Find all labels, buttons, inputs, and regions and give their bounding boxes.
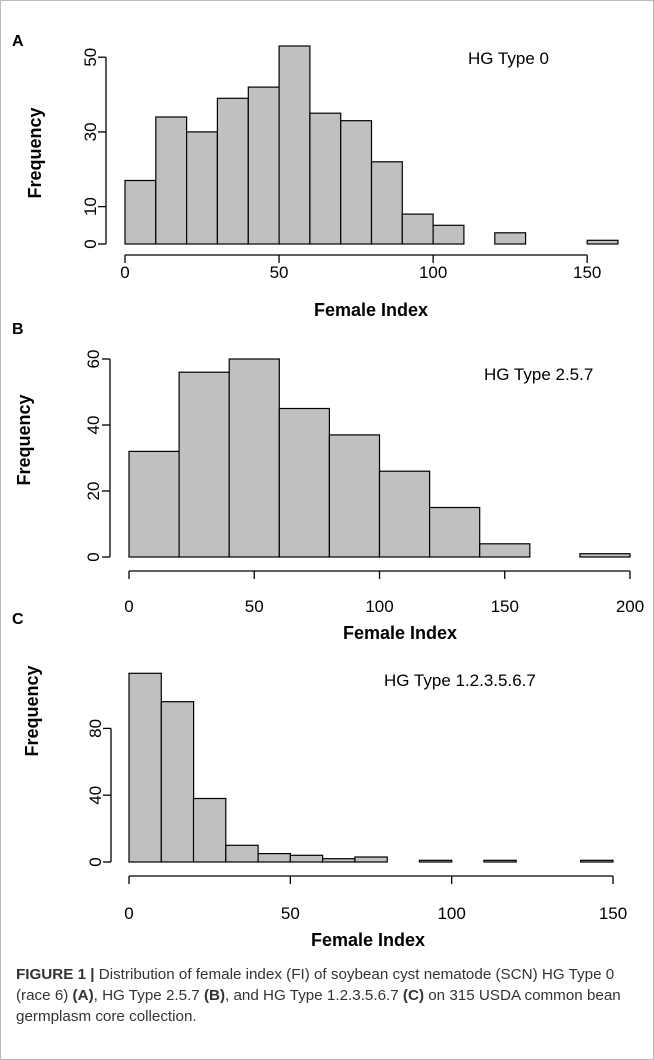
caption-ref-b: (B) — [203, 987, 226, 1004]
bar-b-9 — [579, 553, 631, 558]
y-tick-label-b-1: 20 — [84, 482, 103, 501]
bar-a-15 — [586, 239, 619, 245]
bar-a-12 — [494, 232, 527, 245]
bar-b-7 — [479, 543, 531, 558]
ylabel-c: Frequency — [22, 665, 42, 756]
x-tick-label-a-3: 150 — [573, 263, 601, 282]
y-tick-label-a-3: 50 — [81, 48, 100, 67]
bar-a-9 — [401, 213, 434, 245]
panel-label-a: A — [12, 33, 24, 50]
ylabel-a: Frequency — [25, 107, 45, 198]
annotation-a: HG Type 0 — [468, 49, 549, 68]
xlabel-b: Female Index — [343, 623, 457, 643]
x-tick-label-c-2: 100 — [437, 904, 465, 923]
x-tick-label-a-1: 50 — [270, 263, 289, 282]
y-tick-label-b-2: 40 — [84, 416, 103, 435]
annotation-c: HG Type 1.2.3.5.6.7 — [384, 671, 536, 690]
x-tick-label-b-1: 50 — [245, 597, 264, 616]
caption-text-1: Distribution of female index (FI) of soy… — [16, 966, 615, 1004]
bar-a-1 — [155, 116, 188, 245]
bar-a-6 — [309, 112, 342, 245]
caption-text-3: , and HG Type 1.2.3.5.6.7 — [225, 987, 403, 1004]
bar-a-5 — [278, 45, 311, 245]
bar-c-5 — [289, 854, 324, 863]
bar-b-2 — [228, 358, 280, 558]
xlabel-c: Female Index — [311, 930, 425, 950]
bars-a — [124, 45, 619, 245]
caption-ref-c: (C) — [402, 987, 425, 1004]
bar-b-1 — [178, 371, 230, 558]
bar-b-3 — [278, 407, 330, 558]
panel-c: C HG Type 1.2.3.5.6.7 Frequency Female I… — [12, 611, 627, 950]
caption-text-4: on 315 USDA common bean germplasm core c… — [16, 987, 621, 1025]
panel-label-b: B — [12, 321, 24, 338]
axes-c: 0 50 100 150 0 40 80 — [86, 719, 627, 923]
ylabel-b: Frequency — [14, 394, 34, 485]
y-tick-label-b-0: 0 — [84, 552, 103, 561]
bar-c-3 — [225, 844, 259, 863]
panel-label-c: C — [12, 611, 24, 628]
bar-c-6 — [322, 858, 356, 863]
bar-b-0 — [128, 450, 180, 558]
bar-a-10 — [432, 224, 465, 245]
bar-c-0 — [128, 672, 162, 863]
annotation-b: HG Type 2.5.7 — [484, 365, 593, 384]
bar-c-11 — [483, 859, 517, 863]
bar-b-4 — [328, 434, 381, 558]
bar-c-14 — [580, 859, 614, 863]
bar-a-0 — [124, 179, 157, 245]
bar-c-1 — [160, 701, 195, 863]
panel-a: A HG Type 0 Frequency Female Index 0 50 10… — [12, 33, 619, 320]
y-tick-label-a-0: 0 — [81, 239, 100, 248]
caption-text-2: , HG Type 2.5.7 — [93, 987, 204, 1004]
y-tick-label-a-2: 30 — [81, 122, 100, 141]
bar-a-7 — [340, 120, 373, 245]
bar-a-2 — [186, 131, 219, 245]
y-tick-label-c-2: 80 — [86, 719, 105, 738]
bar-b-5 — [378, 470, 431, 558]
caption-label: FIGURE 1 | — [16, 966, 95, 983]
x-tick-label-b-2: 100 — [365, 597, 393, 616]
bar-c-7 — [354, 856, 388, 863]
figure-svg: A HG Type 0 Frequency Female Index 0 50 10… — [12, 33, 644, 950]
bar-c-2 — [192, 797, 227, 863]
axes-a: 0 50 100 150 0 10 30 50 — [81, 48, 601, 282]
x-tick-label-a-2: 100 — [419, 263, 447, 282]
bars-b — [128, 358, 631, 558]
x-tick-label-c-0: 0 — [124, 904, 133, 923]
y-tick-label-c-1: 40 — [86, 786, 105, 805]
y-tick-label-c-0: 0 — [86, 857, 105, 866]
panel-b: B HG Type 2.5.7 Frequency Female Index 0… — [12, 321, 644, 643]
figure-caption: FIGURE 1 | Distribution of female index … — [16, 964, 641, 1027]
x-tick-label-a-0: 0 — [120, 263, 129, 282]
x-tick-label-b-3: 150 — [491, 597, 519, 616]
x-tick-label-c-3: 150 — [599, 904, 627, 923]
x-tick-label-b-0: 0 — [124, 597, 133, 616]
bar-b-6 — [429, 506, 481, 558]
bars-c — [128, 672, 614, 863]
xlabel-a: Female Index — [314, 300, 428, 320]
y-tick-label-a-1: 10 — [81, 197, 100, 216]
bar-a-3 — [216, 97, 249, 245]
bar-a-4 — [247, 86, 280, 245]
x-tick-label-c-1: 50 — [281, 904, 300, 923]
bar-a-8 — [370, 161, 403, 245]
bar-c-4 — [257, 852, 292, 863]
caption-ref-a: (A) — [72, 987, 94, 1004]
y-tick-label-b-3: 60 — [84, 350, 103, 369]
bar-c-9 — [418, 859, 453, 863]
x-tick-label-b-4: 200 — [616, 597, 644, 616]
axes-b: 0 50 100 150 200 0 20 40 60 — [84, 350, 644, 616]
